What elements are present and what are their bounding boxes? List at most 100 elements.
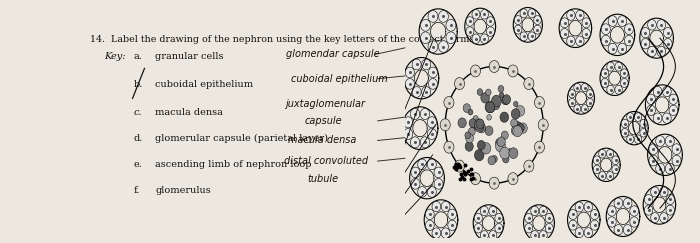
Text: c.: c. xyxy=(134,108,142,117)
Circle shape xyxy=(538,119,548,131)
Circle shape xyxy=(607,85,615,94)
Circle shape xyxy=(617,16,626,26)
Circle shape xyxy=(525,213,533,223)
Circle shape xyxy=(561,18,569,28)
Circle shape xyxy=(664,27,672,38)
Circle shape xyxy=(531,231,539,240)
Circle shape xyxy=(640,119,648,128)
Circle shape xyxy=(626,113,634,122)
Circle shape xyxy=(466,27,474,36)
Circle shape xyxy=(438,41,449,52)
Circle shape xyxy=(463,104,470,113)
Circle shape xyxy=(649,144,658,155)
Circle shape xyxy=(434,167,443,178)
Circle shape xyxy=(647,105,655,115)
Circle shape xyxy=(500,147,510,159)
Circle shape xyxy=(612,165,620,174)
Circle shape xyxy=(511,126,519,135)
Circle shape xyxy=(574,83,581,92)
Circle shape xyxy=(405,67,414,78)
Circle shape xyxy=(480,9,489,19)
Circle shape xyxy=(568,90,575,98)
Circle shape xyxy=(500,112,509,122)
Circle shape xyxy=(634,135,642,144)
Text: f.: f. xyxy=(134,186,140,195)
Circle shape xyxy=(601,69,609,78)
Circle shape xyxy=(598,172,606,180)
Circle shape xyxy=(475,223,482,233)
Circle shape xyxy=(607,62,615,71)
Text: e.: e. xyxy=(134,160,143,169)
Circle shape xyxy=(428,10,438,22)
Circle shape xyxy=(612,156,620,165)
Circle shape xyxy=(434,178,443,189)
Circle shape xyxy=(545,213,553,223)
Circle shape xyxy=(590,209,598,219)
Circle shape xyxy=(508,173,518,185)
Circle shape xyxy=(533,16,541,25)
Circle shape xyxy=(664,38,672,49)
Circle shape xyxy=(653,86,662,97)
Circle shape xyxy=(621,119,629,128)
Circle shape xyxy=(467,134,473,141)
Circle shape xyxy=(427,129,437,139)
Circle shape xyxy=(511,109,520,119)
Text: d.: d. xyxy=(134,134,143,143)
Circle shape xyxy=(420,108,430,120)
Circle shape xyxy=(590,220,598,230)
Text: granular cells: granular cells xyxy=(155,52,224,61)
Circle shape xyxy=(614,198,623,208)
Circle shape xyxy=(491,100,500,110)
Circle shape xyxy=(454,160,465,172)
Circle shape xyxy=(528,9,536,18)
Circle shape xyxy=(617,43,626,54)
Circle shape xyxy=(601,78,609,87)
Circle shape xyxy=(470,65,480,77)
Circle shape xyxy=(448,209,456,219)
Circle shape xyxy=(640,128,648,137)
Circle shape xyxy=(499,92,504,98)
Circle shape xyxy=(508,149,513,155)
Circle shape xyxy=(466,17,474,26)
Circle shape xyxy=(480,231,489,240)
Circle shape xyxy=(657,20,666,30)
Circle shape xyxy=(446,19,456,31)
Circle shape xyxy=(503,155,509,163)
Circle shape xyxy=(575,228,584,238)
Circle shape xyxy=(486,102,495,113)
Text: capsule: capsule xyxy=(304,116,342,126)
Text: macula densa: macula densa xyxy=(155,108,223,117)
Circle shape xyxy=(568,98,575,107)
Circle shape xyxy=(412,59,421,70)
Circle shape xyxy=(441,228,450,238)
Circle shape xyxy=(615,62,622,71)
Circle shape xyxy=(626,135,634,144)
Circle shape xyxy=(669,94,678,104)
Circle shape xyxy=(651,213,659,223)
Circle shape xyxy=(491,95,501,107)
Circle shape xyxy=(615,85,622,94)
Circle shape xyxy=(465,141,473,151)
Circle shape xyxy=(524,160,534,172)
Circle shape xyxy=(620,69,628,78)
Circle shape xyxy=(486,89,491,95)
Circle shape xyxy=(471,122,477,130)
Circle shape xyxy=(665,136,674,147)
Circle shape xyxy=(645,205,653,215)
Circle shape xyxy=(428,78,438,89)
Circle shape xyxy=(587,98,594,107)
Circle shape xyxy=(411,178,420,189)
Circle shape xyxy=(524,78,534,90)
Circle shape xyxy=(428,41,438,52)
Circle shape xyxy=(641,38,650,49)
Circle shape xyxy=(403,129,413,139)
Circle shape xyxy=(539,206,547,216)
Circle shape xyxy=(421,19,430,31)
Circle shape xyxy=(405,78,414,89)
Circle shape xyxy=(472,9,480,19)
Circle shape xyxy=(630,217,638,227)
Circle shape xyxy=(520,32,528,41)
Circle shape xyxy=(473,116,478,122)
Text: cuboidal epithelium: cuboidal epithelium xyxy=(155,80,253,89)
Circle shape xyxy=(519,123,527,133)
